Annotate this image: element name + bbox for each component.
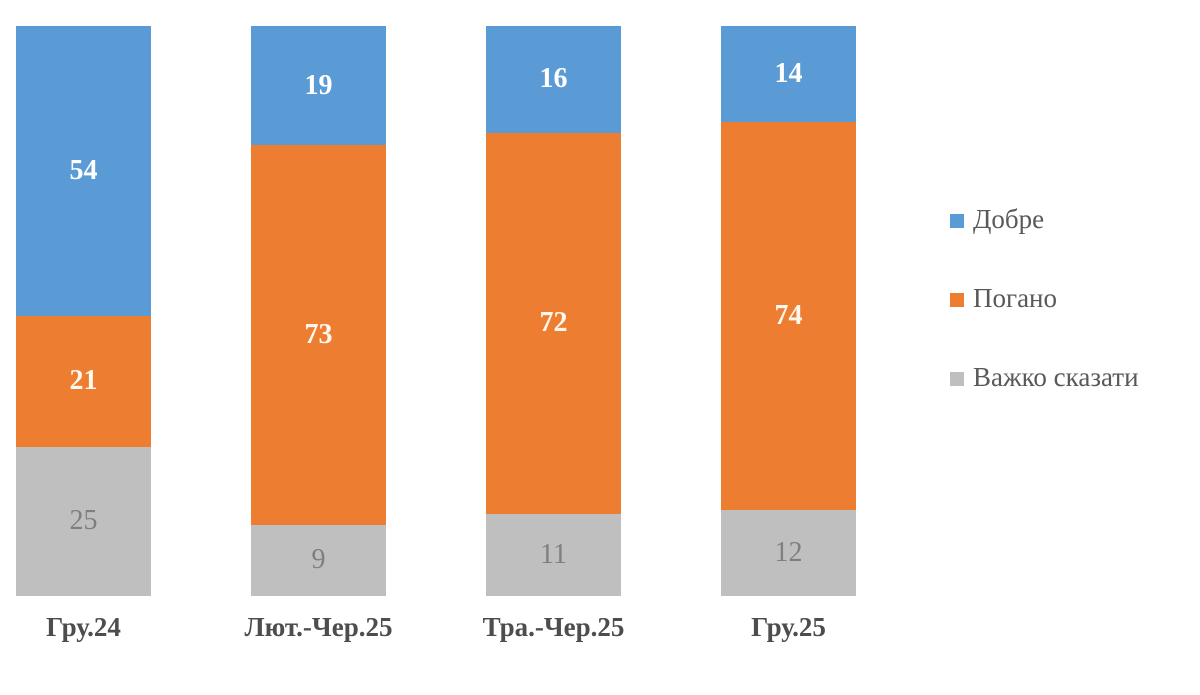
bar-column: 16 72 11	[486, 26, 621, 596]
bar-segment: 11	[486, 514, 621, 596]
legend: Добре Погано Важко сказати	[950, 206, 1139, 391]
segment-value-label: 19	[304, 69, 333, 101]
category-label: Лют.-Чер.25	[244, 612, 393, 642]
legend-label: Добре	[973, 204, 1045, 234]
segment-value-label: 21	[69, 365, 98, 397]
segment-value-label: 54	[69, 155, 98, 187]
bar-segment: 54	[16, 26, 151, 317]
bar-column: 54 21 25	[16, 26, 151, 596]
bar-segment: 9	[251, 524, 386, 596]
legend-swatch-icon	[950, 371, 964, 386]
segment-value-label: 12	[774, 536, 803, 568]
category-label: Тра.-Чер.25	[482, 612, 625, 642]
legend-item: Погано	[950, 285, 1139, 312]
legend-swatch-icon	[950, 292, 964, 307]
segment-value-label: 25	[69, 505, 98, 537]
segment-value-label: 74	[774, 299, 803, 331]
category-label: Гру.25	[751, 612, 826, 642]
segment-value-label: 14	[774, 58, 803, 90]
plot-area: 54 21 25 19 73 9 16 72 11 14 74 12	[16, 26, 856, 596]
segment-value-label: 11	[540, 539, 567, 570]
segment-value-label: 72	[539, 307, 568, 339]
legend-item: Добре	[950, 206, 1139, 233]
bar-column: 19 73 9	[251, 26, 386, 596]
bar-column: 14 74 12	[721, 26, 856, 596]
bar-segment: 19	[251, 26, 386, 146]
category-label: Гру.24	[46, 612, 121, 642]
bar-segment: 14	[721, 26, 856, 123]
legend-label: Погано	[973, 283, 1058, 313]
bar-segment: 73	[251, 145, 386, 525]
bar-segment: 72	[486, 132, 621, 514]
bar-segment: 74	[721, 122, 856, 510]
legend-item: Важко сказати	[950, 364, 1139, 391]
category-axis: Гру.24 Лют.-Чер.25 Тра.-Чер.25 Гру.25	[16, 612, 856, 643]
bar-segment: 21	[16, 316, 151, 447]
legend-label: Важко сказати	[973, 362, 1139, 392]
bar-segment: 16	[486, 26, 621, 133]
segment-value-label: 9	[311, 544, 326, 576]
segment-value-label: 73	[304, 319, 333, 351]
bar-segment: 12	[721, 509, 856, 596]
bar-segment: 25	[16, 446, 151, 596]
legend-swatch-icon	[950, 213, 964, 228]
segment-value-label: 16	[539, 63, 568, 95]
